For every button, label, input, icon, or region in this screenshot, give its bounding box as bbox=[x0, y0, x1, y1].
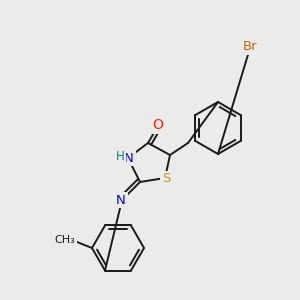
Text: CH₃: CH₃ bbox=[55, 235, 75, 245]
Text: N: N bbox=[124, 152, 134, 164]
Text: H: H bbox=[116, 151, 124, 164]
Text: N: N bbox=[116, 194, 126, 206]
Text: Br: Br bbox=[243, 40, 257, 53]
Text: S: S bbox=[162, 172, 170, 185]
Text: O: O bbox=[153, 118, 164, 132]
